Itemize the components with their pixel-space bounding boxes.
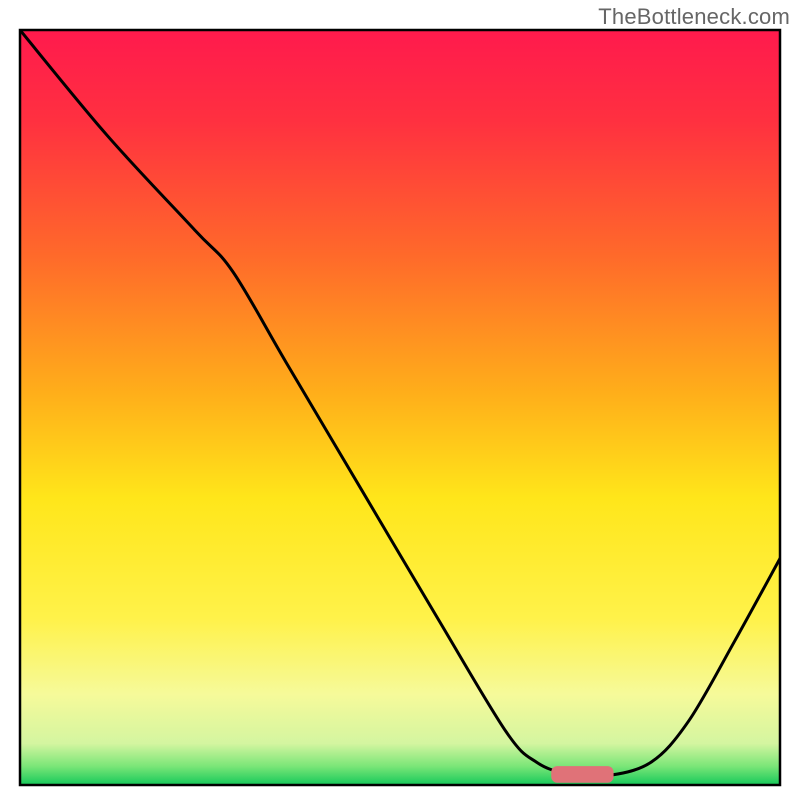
stage: TheBottleneck.com [0,0,800,800]
optimal-marker [551,766,613,783]
chart-background [20,30,780,785]
chart [0,0,800,800]
watermark-text: TheBottleneck.com [598,4,790,30]
